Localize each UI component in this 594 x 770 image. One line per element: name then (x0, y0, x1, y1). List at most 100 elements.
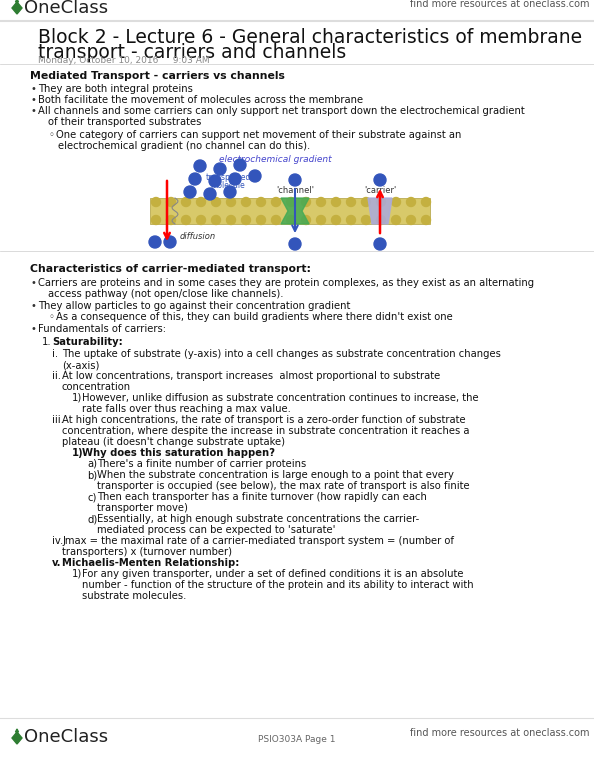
Circle shape (302, 216, 311, 225)
Text: •: • (30, 95, 36, 105)
Text: v.: v. (52, 558, 62, 568)
Polygon shape (15, 729, 18, 732)
Circle shape (164, 236, 176, 248)
Text: Both facilitate the movement of molecules across the membrane: Both facilitate the movement of molecule… (38, 95, 363, 105)
Circle shape (204, 188, 216, 200)
Circle shape (391, 197, 400, 206)
Text: transporters) x (turnover number): transporters) x (turnover number) (62, 547, 232, 557)
Circle shape (406, 197, 415, 206)
Text: •: • (30, 84, 36, 94)
Bar (150, 198, 430, 224)
Circle shape (362, 216, 371, 225)
Text: (x-axis): (x-axis) (62, 360, 99, 370)
Text: find more resources at oneclass.com: find more resources at oneclass.com (410, 0, 590, 9)
Text: OneClass: OneClass (24, 0, 108, 17)
Circle shape (151, 197, 160, 206)
Circle shape (406, 216, 415, 225)
Circle shape (249, 170, 261, 182)
Text: Fundamentals of carriers:: Fundamentals of carriers: (38, 324, 166, 334)
Circle shape (346, 197, 355, 206)
Circle shape (257, 216, 266, 225)
Text: diffusion: diffusion (180, 232, 216, 241)
Text: molecule: molecule (211, 181, 245, 190)
Text: Monday, October 10, 2016     9:03 AM: Monday, October 10, 2016 9:03 AM (38, 56, 210, 65)
Circle shape (271, 216, 280, 225)
Circle shape (289, 174, 301, 186)
Circle shape (374, 174, 386, 186)
Circle shape (214, 163, 226, 175)
Text: 'carrier': 'carrier' (364, 186, 396, 195)
Circle shape (422, 197, 431, 206)
Circle shape (289, 238, 301, 250)
Text: •: • (30, 278, 36, 288)
Text: Jmax = the maximal rate of a carrier-mediated transport system = (number of: Jmax = the maximal rate of a carrier-med… (62, 536, 454, 546)
Text: transported: transported (206, 173, 251, 182)
Circle shape (286, 197, 295, 206)
Text: For any given transporter, under a set of defined conditions it is an absolute: For any given transporter, under a set o… (82, 569, 463, 579)
Text: Then each transporter has a finite turnover (how rapidly can each: Then each transporter has a finite turno… (97, 492, 427, 502)
Circle shape (377, 216, 386, 225)
Text: At low concentrations, transport increases  almost proportional to substrate: At low concentrations, transport increas… (62, 371, 440, 381)
Text: All channels and some carriers can only support net transport down the electroch: All channels and some carriers can only … (38, 106, 525, 116)
Circle shape (197, 197, 206, 206)
Text: One category of carriers can support net movement of their substrate against an: One category of carriers can support net… (56, 130, 462, 140)
Text: 1): 1) (72, 448, 84, 458)
Text: However, unlike diffusion as substrate concentration continues to increase, the: However, unlike diffusion as substrate c… (82, 393, 479, 403)
Circle shape (317, 197, 326, 206)
Text: transporter is occupied (see below), the max rate of transport is also finite: transporter is occupied (see below), the… (97, 481, 470, 491)
Text: As a consequence of this, they can build gradients where there didn't exist one: As a consequence of this, they can build… (56, 312, 453, 322)
Text: 1): 1) (72, 569, 82, 579)
Text: OneClass: OneClass (24, 728, 108, 746)
Text: electrochemical gradient: electrochemical gradient (219, 155, 331, 164)
Text: iii.: iii. (52, 415, 64, 425)
Circle shape (224, 186, 236, 198)
Text: 1): 1) (72, 393, 82, 403)
Text: •: • (30, 301, 36, 311)
Circle shape (182, 216, 191, 225)
Text: There's a finite number of carrier proteins: There's a finite number of carrier prote… (97, 459, 307, 469)
Text: Essentially, at high enough substrate concentrations the carrier-: Essentially, at high enough substrate co… (97, 514, 419, 524)
Text: substrate molecules.: substrate molecules. (82, 591, 187, 601)
Text: When the substrate concentration is large enough to a point that every: When the substrate concentration is larg… (97, 470, 454, 480)
Text: They are both integral proteins: They are both integral proteins (38, 84, 193, 94)
Circle shape (234, 159, 246, 171)
Text: a): a) (87, 459, 97, 469)
Text: plateau (it doesn't change substrate uptake): plateau (it doesn't change substrate upt… (62, 437, 285, 447)
Circle shape (374, 238, 386, 250)
Text: •: • (30, 106, 36, 116)
Circle shape (209, 175, 221, 187)
Text: Carriers are proteins and in some cases they are protein complexes, as they exis: Carriers are proteins and in some cases … (38, 278, 534, 288)
Text: PSIO303A Page 1: PSIO303A Page 1 (258, 735, 336, 744)
Circle shape (422, 216, 431, 225)
Text: transport - carriers and channels: transport - carriers and channels (38, 43, 346, 62)
Text: Block 2 - Lecture 6 - General characteristics of membrane: Block 2 - Lecture 6 - General characteri… (38, 28, 582, 47)
Circle shape (346, 216, 355, 225)
Polygon shape (281, 198, 309, 224)
Text: i.: i. (52, 349, 58, 359)
Text: At high concentrations, the rate of transport is a zero-order function of substr: At high concentrations, the rate of tran… (62, 415, 466, 425)
Polygon shape (12, 2, 22, 14)
Circle shape (197, 216, 206, 225)
Circle shape (257, 197, 266, 206)
Text: mediated process can be expected to 'saturate': mediated process can be expected to 'sat… (97, 525, 336, 535)
Text: d): d) (87, 514, 97, 524)
Text: find more resources at oneclass.com: find more resources at oneclass.com (410, 728, 590, 738)
Text: iv.: iv. (52, 536, 63, 546)
Circle shape (211, 197, 220, 206)
Circle shape (302, 197, 311, 206)
Text: They allow particles to go against their concentration gradient: They allow particles to go against their… (38, 301, 350, 311)
Circle shape (189, 173, 201, 185)
Circle shape (226, 197, 235, 206)
Text: electrochemical gradient (no channel can do this).: electrochemical gradient (no channel can… (58, 141, 310, 151)
Circle shape (166, 216, 175, 225)
Text: access pathway (not open/close like channels).: access pathway (not open/close like chan… (48, 289, 283, 299)
Circle shape (362, 197, 371, 206)
Polygon shape (15, 0, 18, 2)
Circle shape (184, 186, 196, 198)
Circle shape (331, 197, 340, 206)
Text: Why does this saturation happen?: Why does this saturation happen? (82, 448, 275, 458)
Text: rate falls over thus reaching a max value.: rate falls over thus reaching a max valu… (82, 404, 291, 414)
Text: concentration, where despite the increase in substrate concentration it reaches : concentration, where despite the increas… (62, 426, 469, 436)
Text: ii.: ii. (52, 371, 61, 381)
Circle shape (149, 236, 161, 248)
